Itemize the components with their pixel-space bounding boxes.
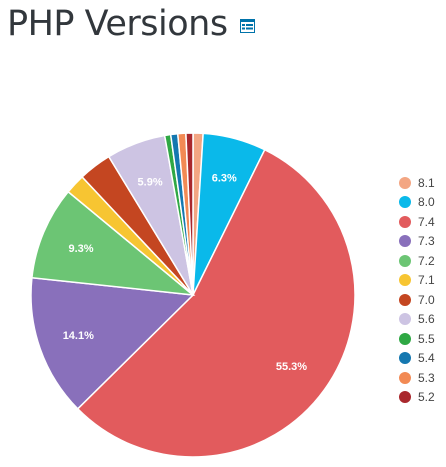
legend-label: 7.1 (418, 273, 435, 287)
chart-legend: 8.1 8.0 7.4 7.3 7.2 7.1 7.0 5.6 5.5 5.4 5.3 5.2 (399, 173, 435, 407)
legend-item-7-2[interactable]: 7.2 (399, 251, 435, 271)
legend-item-7-4[interactable]: 7.4 (399, 212, 435, 232)
legend-label: 5.2 (418, 390, 435, 404)
legend-label: 5.4 (418, 351, 435, 365)
data-label-7-3: 14.1% (63, 330, 94, 342)
legend-label: 8.1 (418, 176, 435, 190)
legend-label: 8.0 (418, 195, 435, 209)
legend-swatch (399, 177, 411, 189)
data-label-8-0: 6.3% (212, 173, 237, 185)
legend-label: 5.5 (418, 332, 435, 346)
legend-label: 5.3 (418, 371, 435, 385)
legend-swatch (399, 274, 411, 286)
legend-swatch (399, 255, 411, 267)
legend-label: 7.2 (418, 254, 435, 268)
legend-label: 7.3 (418, 234, 435, 248)
legend-item-5-2[interactable]: 5.2 (399, 388, 435, 408)
legend-label: 7.0 (418, 293, 435, 307)
legend-item-7-0[interactable]: 7.0 (399, 290, 435, 310)
legend-item-5-4[interactable]: 5.4 (399, 349, 435, 369)
legend-swatch (399, 294, 411, 306)
legend-item-7-3[interactable]: 7.3 (399, 232, 435, 252)
legend-swatch (399, 196, 411, 208)
legend-swatch (399, 352, 411, 364)
legend-item-5-5[interactable]: 5.5 (399, 329, 435, 349)
legend-label: 5.6 (418, 312, 435, 326)
legend-swatch (399, 372, 411, 384)
legend-swatch (399, 391, 411, 403)
data-label-7-4: 55.3% (276, 361, 307, 373)
pie-slices (31, 133, 355, 457)
legend-swatch (399, 235, 411, 247)
data-label-5-6: 5.9% (138, 176, 163, 188)
legend-item-8-0[interactable]: 8.0 (399, 193, 435, 213)
data-label-7-2: 9.3% (68, 243, 93, 255)
legend-item-5-3[interactable]: 5.3 (399, 368, 435, 388)
legend-swatch (399, 216, 411, 228)
legend-item-8-1[interactable]: 8.1 (399, 173, 435, 193)
legend-swatch (399, 313, 411, 325)
legend-swatch (399, 333, 411, 345)
legend-label: 7.4 (418, 215, 435, 229)
legend-item-7-1[interactable]: 7.1 (399, 271, 435, 291)
legend-item-5-6[interactable]: 5.6 (399, 310, 435, 330)
